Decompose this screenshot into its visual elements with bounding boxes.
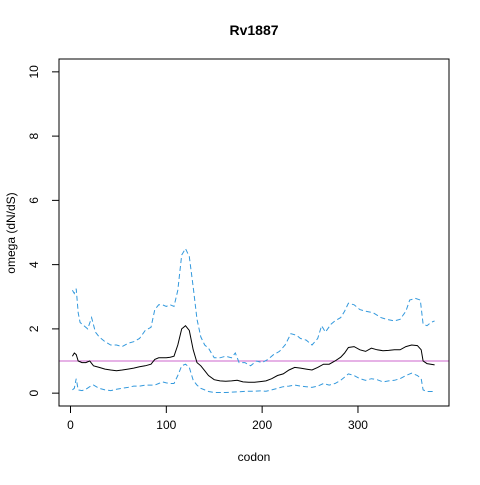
y-tick-label-4: 8 [27, 132, 41, 139]
y-axis-label: omega (dN/dS) [4, 192, 18, 273]
plot-frame [58, 58, 450, 407]
x-tick-label-0: 0 [67, 418, 74, 432]
chart-title: Rv1887 [229, 22, 278, 38]
x-tick-label-1: 100 [156, 418, 176, 432]
y-tick-label-1: 2 [27, 325, 41, 332]
y-tick-label-3: 6 [27, 197, 41, 204]
x-tick-label-3: 300 [348, 418, 368, 432]
y-tick-label-0: 0 [27, 389, 41, 396]
y-tick-label-2: 4 [27, 261, 41, 268]
x-axis-label: codon [238, 450, 271, 464]
series-line-estimate [71, 324, 435, 383]
series-line-lower [72, 363, 435, 393]
y-tick-label-5: 10 [27, 65, 41, 79]
x-tick-label-2: 200 [252, 418, 272, 432]
series-line-upper [71, 247, 435, 367]
